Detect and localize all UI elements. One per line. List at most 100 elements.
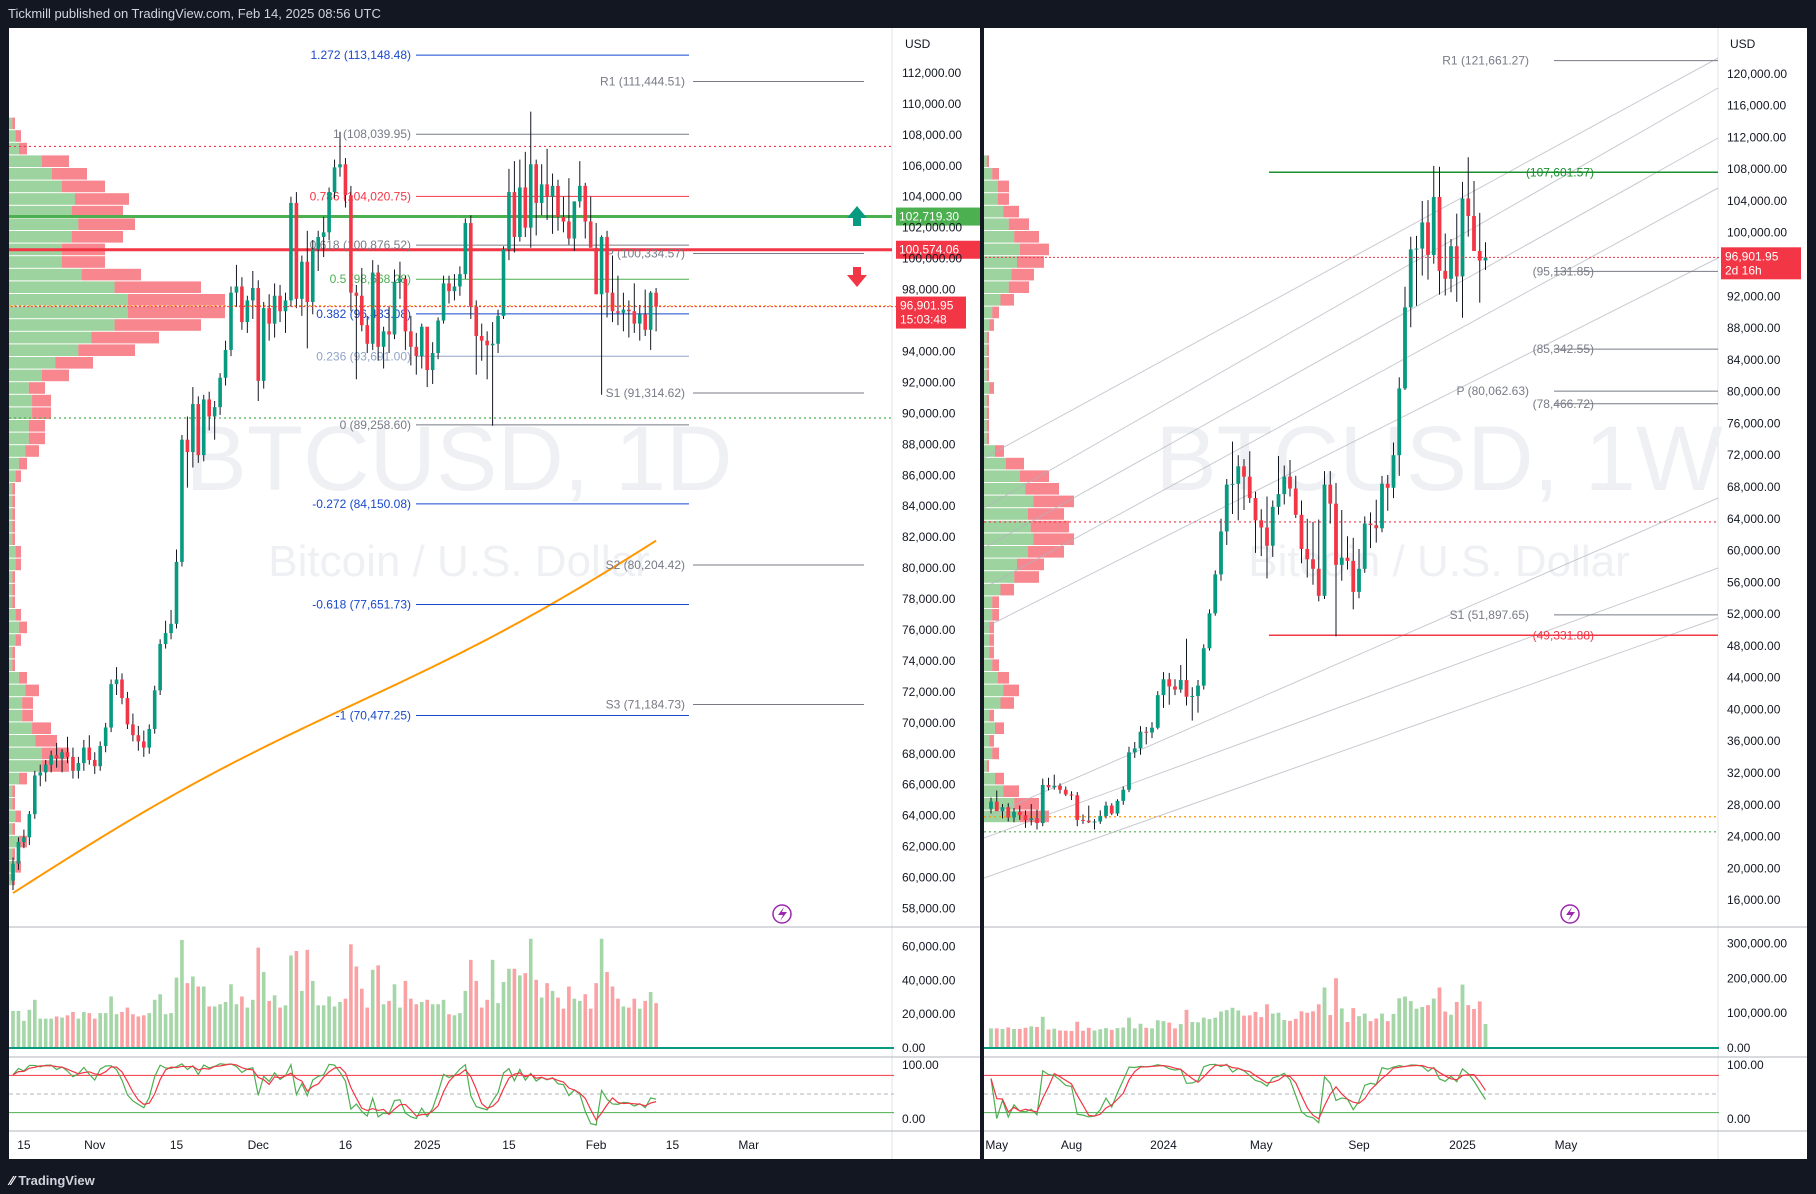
volume-bar bbox=[1058, 1030, 1062, 1048]
volume-bar bbox=[588, 1008, 593, 1048]
volume-bar bbox=[360, 988, 364, 1048]
volume-bar bbox=[1270, 1013, 1275, 1048]
volume-profile-up-bar bbox=[9, 558, 16, 571]
time-axis-tick: May bbox=[1250, 1138, 1273, 1152]
volume-profile-down-bar bbox=[25, 445, 39, 457]
volume-bar bbox=[1029, 1026, 1034, 1048]
candle-body bbox=[392, 281, 397, 335]
candle-body bbox=[1092, 821, 1097, 823]
volume-profile-up-bar bbox=[984, 634, 990, 646]
candle-body bbox=[501, 249, 506, 316]
candle-body bbox=[82, 747, 86, 764]
chart-pane-daily[interactable]: BTCUSD, 1D Bitcoin / U.S. Dollar 102,719… bbox=[3, 28, 982, 1159]
volume-profile-up-bar bbox=[984, 571, 1015, 583]
volume-profile-down-bar bbox=[989, 319, 994, 331]
volume-profile-down-bar bbox=[114, 281, 201, 293]
volume-bar bbox=[38, 1018, 43, 1048]
candle-body bbox=[1121, 789, 1126, 801]
candle-body bbox=[1086, 820, 1091, 823]
candle-body bbox=[1052, 785, 1057, 788]
volume-profile-up-bar bbox=[984, 621, 990, 634]
volume-bar bbox=[229, 984, 233, 1048]
volume-profile-up-bar bbox=[984, 609, 993, 621]
candle-body bbox=[92, 759, 97, 767]
candle-body bbox=[180, 439, 184, 562]
weekly-chart-svg[interactable]: BTCUSD, 1W Bitcoin / U.S. Dollar R1 (121… bbox=[981, 28, 1807, 1159]
volume-profile-down-bar bbox=[55, 357, 93, 369]
volume-bar bbox=[567, 986, 571, 1048]
volume-bar bbox=[376, 965, 380, 1048]
volume-bar bbox=[321, 1005, 326, 1048]
daily-chart-svg[interactable]: BTCUSD, 1D Bitcoin / U.S. Dollar 102,719… bbox=[3, 28, 982, 1159]
candle-body bbox=[1339, 557, 1344, 565]
candle-body bbox=[1460, 198, 1465, 277]
volume-profile-down-bar bbox=[12, 646, 15, 659]
candle-body bbox=[1167, 679, 1172, 687]
lightning-icon[interactable] bbox=[1560, 904, 1580, 924]
volume-profile-down-bar bbox=[1033, 533, 1074, 545]
price-axis-tick: 86,000.00 bbox=[902, 468, 956, 482]
volume-profile-down-bar bbox=[986, 420, 989, 432]
lightning-icon[interactable] bbox=[772, 904, 792, 924]
candle-body bbox=[201, 399, 206, 456]
candle-body bbox=[16, 841, 21, 864]
price-axis-tick: 88,000.00 bbox=[1727, 321, 1781, 335]
candle-body bbox=[272, 295, 277, 324]
volume-profile-up-bar bbox=[984, 483, 1026, 495]
volume-bar bbox=[1213, 1017, 1218, 1048]
volume-profile-up-bar bbox=[984, 546, 1028, 558]
tradingview-logo-icon[interactable]: ⁄⁄ TradingView bbox=[10, 1173, 95, 1188]
candle-body bbox=[534, 164, 538, 203]
candle-body bbox=[1046, 784, 1051, 788]
volume-profile-up-bar bbox=[984, 508, 1028, 520]
volume-profile-down-bar bbox=[42, 369, 69, 382]
volume-profile-up-bar bbox=[9, 117, 13, 130]
volume-bar bbox=[327, 996, 331, 1048]
candle-body bbox=[365, 325, 370, 344]
channel-line bbox=[983, 87, 1719, 509]
candle-body bbox=[338, 164, 342, 168]
volume-profile-up-bar bbox=[9, 483, 13, 495]
volume-profile-up-bar bbox=[9, 382, 29, 394]
volume-bar bbox=[425, 999, 429, 1048]
volume-bar bbox=[572, 998, 577, 1048]
candle-body bbox=[1115, 800, 1120, 814]
candle-body bbox=[191, 404, 195, 453]
volume-bar bbox=[1472, 1008, 1476, 1048]
volume-bar bbox=[1403, 996, 1407, 1048]
volume-profile-down-bar bbox=[1025, 483, 1059, 495]
candle-body bbox=[76, 763, 81, 771]
oscillator-axis-tick: 100.00 bbox=[1727, 1058, 1764, 1072]
volume-profile-down-bar bbox=[986, 760, 989, 772]
volume-bar bbox=[114, 1014, 119, 1048]
price-axis-tick: 48,000.00 bbox=[1727, 639, 1781, 653]
volume-profile-down-bar bbox=[992, 168, 999, 180]
candle-body bbox=[109, 684, 113, 728]
candle-body bbox=[1293, 488, 1298, 515]
volume-profile-up-bar bbox=[9, 722, 33, 734]
volume-bar bbox=[1288, 1020, 1292, 1048]
volume-bar bbox=[1173, 1028, 1177, 1048]
volume-bar bbox=[300, 990, 304, 1048]
price-axis-tick: 16,000.00 bbox=[1727, 893, 1781, 907]
volume-bar bbox=[152, 999, 157, 1048]
candle-body bbox=[1029, 818, 1034, 820]
volume-bar bbox=[605, 972, 609, 1048]
chart-pane-weekly[interactable]: BTCUSD, 1W Bitcoin / U.S. Dollar R1 (121… bbox=[981, 28, 1807, 1159]
fib-level-label: -0.618 (77,651.73) bbox=[312, 597, 411, 611]
volume-bar bbox=[223, 1002, 228, 1048]
volume-profile-up-bar bbox=[9, 672, 19, 684]
volume-bar bbox=[1138, 1023, 1143, 1048]
candle-body bbox=[1063, 789, 1068, 795]
volume-bar bbox=[599, 938, 604, 1048]
volume-bar bbox=[458, 1013, 462, 1048]
candle-body bbox=[305, 261, 310, 302]
volume-profile-up-bar bbox=[984, 180, 998, 193]
candle-body bbox=[1138, 731, 1143, 749]
volume-bar bbox=[1345, 1022, 1350, 1048]
time-axis-tick: 16 bbox=[339, 1138, 353, 1152]
volume-bar bbox=[343, 998, 348, 1048]
candle-body bbox=[1265, 527, 1269, 546]
volume-bar bbox=[1035, 1026, 1039, 1048]
volume-profile-up-bar bbox=[984, 231, 1015, 243]
